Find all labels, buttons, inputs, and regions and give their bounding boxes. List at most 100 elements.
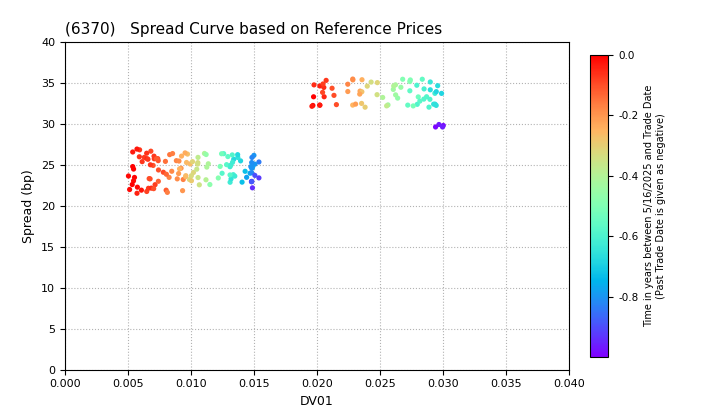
Point xyxy=(216,170,228,177)
Point xyxy=(134,153,145,160)
Point xyxy=(314,102,325,108)
Point xyxy=(216,150,228,157)
Point xyxy=(174,158,185,164)
Point xyxy=(225,179,236,186)
Point xyxy=(390,81,401,88)
Point xyxy=(247,164,258,171)
Point xyxy=(184,160,196,167)
Point xyxy=(246,178,257,185)
Point xyxy=(365,79,377,85)
Point xyxy=(436,90,447,97)
Point xyxy=(124,186,135,193)
Point xyxy=(418,96,430,102)
Point xyxy=(404,87,415,94)
Point xyxy=(437,123,449,130)
Point xyxy=(402,102,413,108)
Point xyxy=(200,151,212,158)
Point xyxy=(227,152,238,158)
Point xyxy=(192,174,204,181)
Point xyxy=(390,92,401,98)
Point xyxy=(163,174,175,181)
Point xyxy=(192,159,204,166)
Point xyxy=(202,160,214,167)
Point xyxy=(248,152,260,159)
Point xyxy=(143,185,154,192)
Point xyxy=(184,176,195,183)
Point xyxy=(167,150,179,157)
Point xyxy=(306,103,318,110)
Point xyxy=(145,148,157,155)
Point xyxy=(418,86,430,92)
Point xyxy=(347,76,359,83)
Point xyxy=(227,159,238,165)
Point xyxy=(228,171,239,178)
Point xyxy=(424,96,436,103)
Point xyxy=(356,88,368,95)
Point xyxy=(145,185,157,192)
Point xyxy=(145,161,156,168)
Point xyxy=(414,98,426,105)
Point xyxy=(431,88,442,95)
Point xyxy=(416,76,428,83)
Point xyxy=(153,178,164,185)
Point xyxy=(131,190,143,197)
Point xyxy=(246,178,258,185)
Point xyxy=(354,88,366,94)
Point xyxy=(405,76,416,83)
Point xyxy=(138,154,150,161)
Point xyxy=(204,181,215,188)
Point xyxy=(127,149,138,155)
Point xyxy=(235,158,246,164)
Point xyxy=(318,93,330,100)
Point xyxy=(177,176,189,183)
Point xyxy=(148,162,159,169)
Point xyxy=(425,87,436,93)
Point xyxy=(433,121,445,128)
Point xyxy=(361,83,373,89)
Point xyxy=(328,92,340,99)
Point xyxy=(244,170,256,176)
Point xyxy=(392,95,403,102)
Point xyxy=(225,162,237,168)
Point xyxy=(224,163,235,170)
Point xyxy=(148,153,160,160)
Point xyxy=(326,85,338,92)
Point xyxy=(388,83,400,89)
Point xyxy=(181,159,192,166)
Point xyxy=(215,163,226,170)
Point xyxy=(127,178,139,184)
Point xyxy=(320,77,332,84)
Point xyxy=(199,150,210,157)
Point xyxy=(253,175,265,181)
Point xyxy=(131,146,143,152)
Point xyxy=(128,166,140,173)
Point xyxy=(180,173,192,180)
Point xyxy=(141,155,153,162)
Point xyxy=(387,86,399,93)
Point xyxy=(428,101,439,108)
Point xyxy=(429,101,441,108)
Point xyxy=(308,93,320,100)
Point xyxy=(186,172,197,179)
Point xyxy=(318,84,330,91)
Point xyxy=(179,150,191,156)
Point xyxy=(382,102,394,108)
Point xyxy=(188,169,199,176)
Point xyxy=(377,94,389,101)
Point xyxy=(314,102,325,108)
Point xyxy=(356,100,367,107)
Point xyxy=(132,184,143,191)
Point xyxy=(432,82,444,89)
Point xyxy=(397,76,408,83)
Point xyxy=(249,172,261,179)
Point xyxy=(246,169,258,176)
Point xyxy=(404,78,415,85)
Point xyxy=(150,155,162,162)
Point xyxy=(246,178,258,185)
Point xyxy=(161,171,172,178)
Point xyxy=(164,151,176,158)
Point xyxy=(342,88,354,95)
Point xyxy=(246,159,258,166)
Text: (6370)   Spread Curve based on Reference Prices: (6370) Spread Curve based on Reference P… xyxy=(65,22,442,37)
Point xyxy=(143,175,155,182)
